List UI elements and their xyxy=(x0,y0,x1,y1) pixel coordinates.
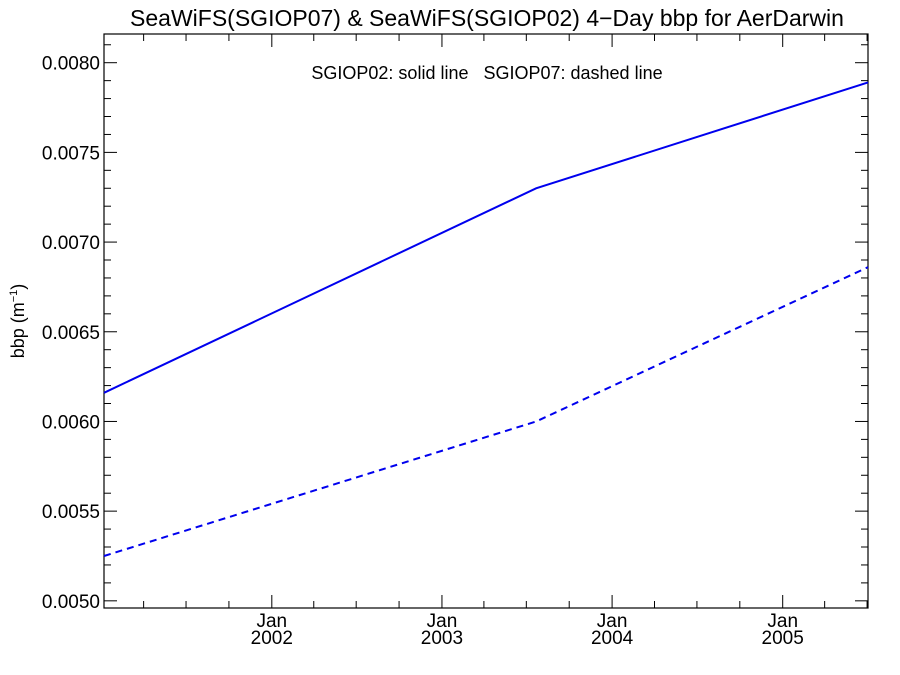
y-axis-label-exponent: −1 xyxy=(8,290,20,303)
x-tick-year: 2002 xyxy=(251,628,293,649)
y-tick-label: 0.0070 xyxy=(42,233,100,254)
y-tick-label: 0.0065 xyxy=(42,323,100,344)
x-tick-month: Jan xyxy=(767,611,798,632)
legend-annotation: SGIOP02: solid line SGIOP07: dashed line xyxy=(311,63,662,83)
x-tick-year: 2004 xyxy=(591,628,634,649)
x-tick-year: 2005 xyxy=(762,628,804,649)
y-tick-labels: 0.0050 0.0055 0.0060 0.0065 0.0070 0.0075 0.00… xyxy=(42,54,100,613)
chart-title: SeaWiFS(SGIOP07) & SeaWiFS(SGIOP02) 4−Da… xyxy=(130,5,844,31)
x-tick-year: 2003 xyxy=(421,628,463,649)
x-tick-month: Jan xyxy=(256,611,287,632)
y-tick-label: 0.0080 xyxy=(42,54,100,75)
axis-ticks xyxy=(104,34,868,608)
series-line-sgiop02 xyxy=(103,81,869,394)
y-axis-label-close: ) xyxy=(8,284,28,290)
y-axis-label-text: bbp (m xyxy=(8,302,28,358)
y-axis-label: bbp (m−1) xyxy=(8,284,28,359)
y-tick-label: 0.0075 xyxy=(42,143,100,164)
y-tick-label: 0.0060 xyxy=(42,412,100,433)
y-tick-label: 0.0050 xyxy=(42,592,100,613)
series-line-sgiop07 xyxy=(103,266,869,557)
series-layer xyxy=(103,81,869,557)
x-tick-month: Jan xyxy=(427,611,458,632)
x-tick-month: Jan xyxy=(597,611,628,632)
plot-frame xyxy=(103,33,869,609)
y-tick-label: 0.0055 xyxy=(42,502,100,523)
